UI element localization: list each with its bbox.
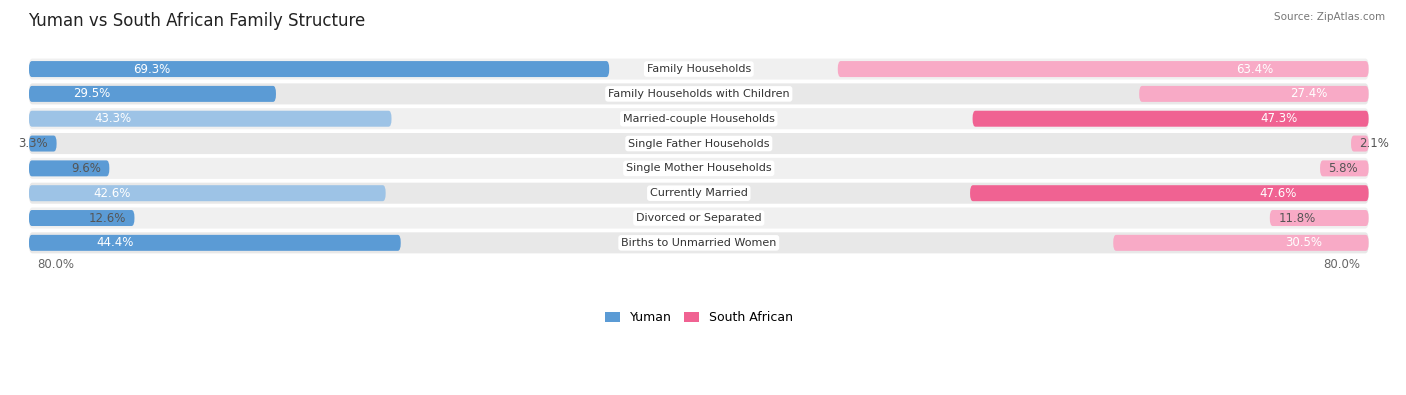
Text: 80.0%: 80.0% [1323, 258, 1360, 271]
FancyBboxPatch shape [30, 185, 385, 201]
Legend: Yuman, South African: Yuman, South African [599, 307, 799, 329]
Text: Family Households with Children: Family Households with Children [607, 89, 790, 99]
Text: 43.3%: 43.3% [94, 112, 131, 125]
Text: 44.4%: 44.4% [96, 236, 134, 249]
Text: 69.3%: 69.3% [134, 62, 170, 75]
Text: 47.3%: 47.3% [1260, 112, 1298, 125]
FancyBboxPatch shape [30, 133, 1368, 154]
FancyBboxPatch shape [1139, 86, 1368, 102]
FancyBboxPatch shape [1320, 160, 1368, 176]
Text: 11.8%: 11.8% [1278, 211, 1316, 224]
FancyBboxPatch shape [30, 158, 1368, 179]
Text: 5.8%: 5.8% [1329, 162, 1358, 175]
Text: 42.6%: 42.6% [93, 187, 131, 200]
Text: 47.6%: 47.6% [1260, 187, 1296, 200]
Text: Single Mother Households: Single Mother Households [626, 164, 772, 173]
FancyBboxPatch shape [30, 61, 609, 77]
FancyBboxPatch shape [30, 83, 1368, 104]
Text: Family Households: Family Households [647, 64, 751, 74]
FancyBboxPatch shape [973, 111, 1368, 127]
FancyBboxPatch shape [30, 135, 56, 152]
FancyBboxPatch shape [838, 61, 1368, 77]
FancyBboxPatch shape [30, 207, 1368, 229]
Text: 27.4%: 27.4% [1289, 87, 1327, 100]
FancyBboxPatch shape [30, 235, 401, 251]
FancyBboxPatch shape [970, 185, 1368, 201]
Text: 3.3%: 3.3% [18, 137, 48, 150]
Text: 63.4%: 63.4% [1236, 62, 1272, 75]
Text: 12.6%: 12.6% [89, 211, 127, 224]
Text: Currently Married: Currently Married [650, 188, 748, 198]
FancyBboxPatch shape [30, 108, 1368, 129]
Text: Births to Unmarried Women: Births to Unmarried Women [621, 238, 776, 248]
Text: Married-couple Households: Married-couple Households [623, 114, 775, 124]
Text: 9.6%: 9.6% [72, 162, 101, 175]
FancyBboxPatch shape [30, 182, 1368, 204]
Text: 30.5%: 30.5% [1285, 236, 1323, 249]
FancyBboxPatch shape [1351, 135, 1368, 152]
FancyBboxPatch shape [30, 111, 391, 127]
FancyBboxPatch shape [30, 86, 276, 102]
FancyBboxPatch shape [1270, 210, 1368, 226]
Text: Divorced or Separated: Divorced or Separated [636, 213, 762, 223]
FancyBboxPatch shape [30, 210, 135, 226]
FancyBboxPatch shape [30, 58, 1368, 79]
FancyBboxPatch shape [30, 232, 1368, 253]
Text: Yuman vs South African Family Structure: Yuman vs South African Family Structure [28, 12, 366, 30]
Text: 80.0%: 80.0% [38, 258, 75, 271]
Text: Single Father Households: Single Father Households [628, 139, 769, 149]
FancyBboxPatch shape [30, 160, 110, 176]
Text: 2.1%: 2.1% [1360, 137, 1389, 150]
Text: 29.5%: 29.5% [73, 87, 111, 100]
FancyBboxPatch shape [1114, 235, 1368, 251]
Text: Source: ZipAtlas.com: Source: ZipAtlas.com [1274, 12, 1385, 22]
